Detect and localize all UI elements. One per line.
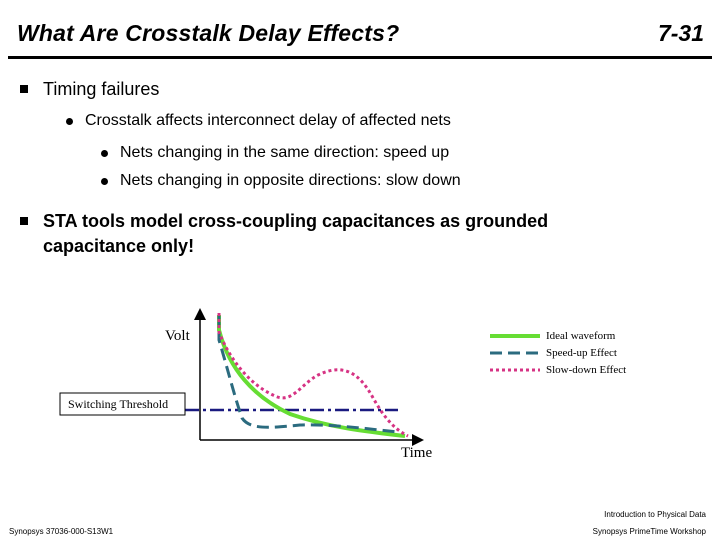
y-axis-label: Volt <box>165 328 190 344</box>
footer-course-code: Synopsys 37036-000-S13W1 <box>9 527 114 536</box>
slow-down-waveform <box>217 313 409 438</box>
bullet-crosstalk: Crosstalk affects interconnect delay of … <box>85 112 451 129</box>
legend-ideal-label: Ideal waveform <box>546 330 616 342</box>
bullet-opposite-direction: Nets changing in opposite directions: sl… <box>120 172 461 189</box>
bullet-sta-line-1: STA tools model cross-coupling capacitan… <box>43 211 549 231</box>
bullet-timing-failures: Timing failures <box>43 79 160 99</box>
legend-slow-down-label: Slow-down Effect <box>546 364 627 376</box>
square-bullet-icon <box>20 85 28 93</box>
title-divider <box>8 56 712 59</box>
ideal-waveform <box>217 315 406 438</box>
footer-course-title: Introduction to Physical Data <box>604 510 706 519</box>
bullet-same-direction: Nets changing in the same direction: spe… <box>120 144 450 161</box>
threshold-label-box <box>59 392 186 416</box>
footer-workshop-name: Synopsys PrimeTime Workshop <box>592 527 706 536</box>
speed-up-waveform <box>217 313 399 434</box>
x-axis-label: Time <box>401 445 433 461</box>
dot-bullet-icon <box>101 178 108 185</box>
threshold-label: Switching Threshold <box>68 397 169 411</box>
slide-title: What Are Crosstalk Delay Effects? <box>17 20 400 46</box>
slide-number: 7-31 <box>657 20 704 46</box>
dot-bullet-icon <box>66 118 73 125</box>
legend-speed-up-label: Speed-up Effect <box>546 347 617 359</box>
bullet-sta-line-2: capacitance only! <box>43 236 195 256</box>
square-bullet-icon <box>20 217 28 225</box>
dot-bullet-icon <box>101 150 108 157</box>
